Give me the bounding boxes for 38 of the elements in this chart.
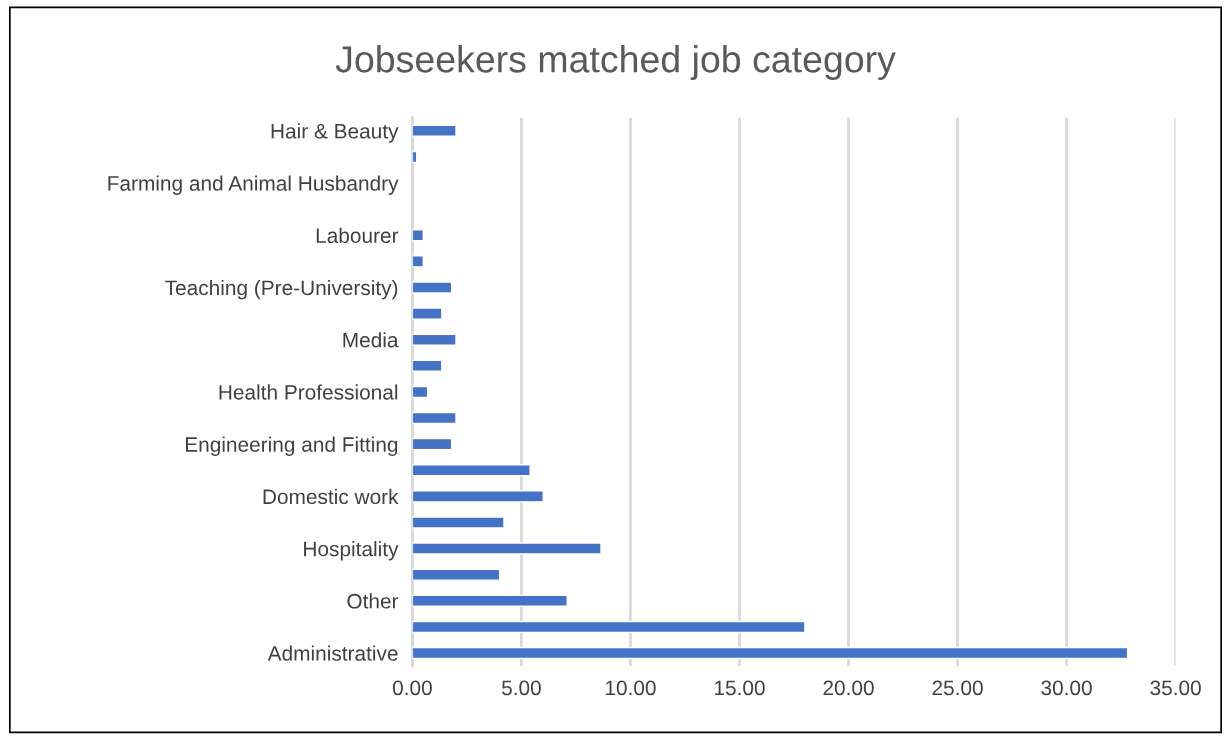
bar [412,516,505,529]
bar [412,411,457,425]
x-tick-label: 30.00 [1041,680,1092,696]
bar [412,437,453,451]
x-tick-label: 0.00 [392,680,432,696]
x-tick-label: 25.00 [932,680,983,696]
x-tick-label: 5.00 [501,680,541,696]
y-tick-label: Domestic work [263,488,399,505]
bar [412,229,424,242]
bar [412,255,424,268]
y-tick-label: Teaching (Pre-University) [165,279,398,300]
bar [412,281,453,294]
y-tick-label: Media [343,332,399,348]
y-tick-label: Other [347,593,399,609]
x-tick-label: 15.00 [715,680,765,696]
x-tick-label: 20.00 [823,680,874,696]
x-tick-label: 35.00 [1150,680,1201,696]
chart-title: Jobseekers matched job category [335,45,896,81]
bar [412,385,429,399]
y-tick-label: Administrative [267,645,398,661]
bar [412,333,457,346]
y-tick-label: Hospitality [304,541,399,561]
bar [412,594,568,607]
y-tick-label: Engineering and Fitting [185,436,398,457]
bar [412,307,443,320]
bar [412,359,443,372]
bar [412,124,457,137]
y-tick-label: Farming and Animal Husbandry [108,175,399,195]
bar [412,620,806,634]
bar [412,542,602,555]
bar [412,464,531,477]
bar [412,568,501,581]
y-tick-label: Labourer [316,227,399,244]
bar [412,490,544,503]
x-tick-label: 10.00 [605,680,656,696]
bar [412,646,1129,660]
y-tick-label: Health Professional [219,384,398,400]
y-tick-label: Hair & Beauty [271,123,399,143]
